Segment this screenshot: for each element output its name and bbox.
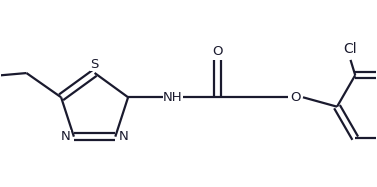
Text: Cl: Cl [344, 42, 357, 56]
Text: N: N [119, 130, 129, 143]
Text: S: S [90, 58, 99, 71]
Text: N: N [61, 130, 70, 143]
Text: O: O [291, 91, 301, 104]
Text: O: O [212, 45, 222, 58]
Text: NH: NH [163, 91, 182, 104]
